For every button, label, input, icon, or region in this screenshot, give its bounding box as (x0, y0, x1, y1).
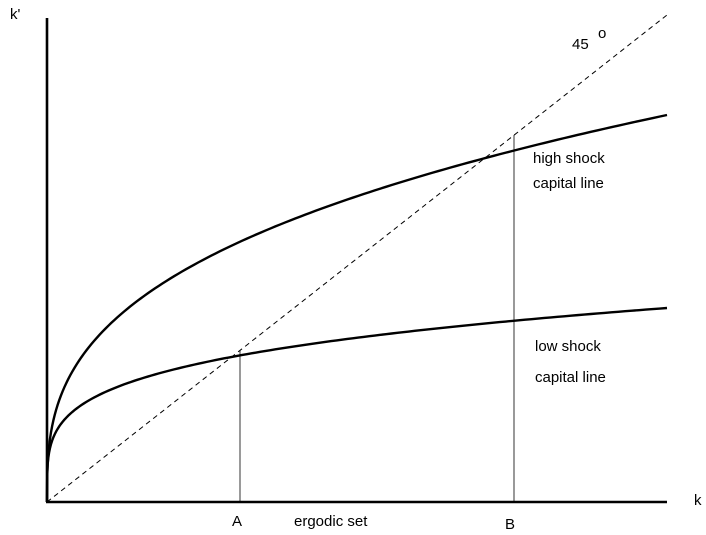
x-axis-label: k (694, 492, 702, 509)
diagonal-label: 45 (572, 36, 589, 53)
low-shock-capital-curve (45, 306, 668, 503)
y-axis-label: k' (10, 6, 21, 23)
point-b-label: B (505, 516, 516, 533)
ergodic-set-label: ergodic set (294, 513, 368, 530)
high-shock-capital-curve (45, 113, 668, 503)
high-curve-label-line1: high shock (533, 150, 605, 167)
point-a-label: A (232, 513, 243, 530)
low-curve-label-line2: capital line (535, 369, 606, 386)
degree-symbol: o (598, 25, 607, 42)
forty-five-degree-line (46, 14, 668, 503)
low-curve-label-line1: low shock (535, 338, 601, 355)
high-curve-label-line2: capital line (533, 175, 604, 192)
